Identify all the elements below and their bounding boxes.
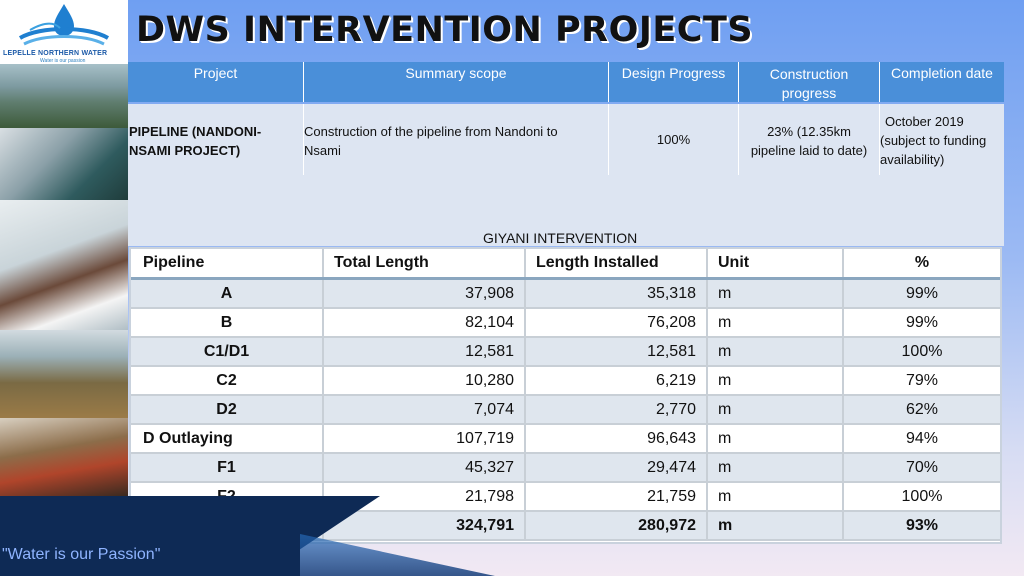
- cell-unit: m: [708, 425, 844, 452]
- row-construction: 23% (12.35km pipeline laid to date): [739, 104, 880, 175]
- table-row: B 82,104 76,208 m 99%: [131, 309, 1000, 338]
- row-completion-line3: availability): [880, 152, 945, 167]
- table-row: D2 7,074 2,770 m 62%: [131, 396, 1000, 425]
- cell-pct: 70%: [905, 458, 939, 476]
- row-construction-line1: 23% (12.35km: [767, 124, 851, 139]
- footer-slogan: "Water is our Passion": [2, 546, 161, 563]
- cell-unit: m: [708, 367, 844, 394]
- cell-total: 12,581: [324, 338, 526, 365]
- cell-installed: 2,770: [526, 396, 708, 423]
- cell-pipeline: D2: [131, 396, 324, 423]
- logo-name: LEPELLE NORTHERN WATER: [3, 50, 108, 57]
- col-total-header: Total Length: [324, 249, 526, 277]
- water-drop-logo-icon: [18, 4, 110, 46]
- col-unit-header: Unit: [708, 249, 844, 277]
- cell-pct: 99%: [905, 313, 939, 331]
- cell-installed: 35,318: [526, 280, 708, 307]
- col-pipeline-header: Pipeline: [131, 249, 324, 277]
- col-pct-header: %: [914, 254, 930, 271]
- footer-navy-block: [0, 496, 300, 576]
- row-completion-line1: October 2019: [885, 114, 964, 129]
- row-project: PIPELINE (NANDONI- NSAMI PROJECT): [128, 104, 304, 175]
- cell-unit: m: [708, 454, 844, 481]
- cell-pct: 99%: [905, 284, 939, 302]
- cell-unit: m: [708, 280, 844, 307]
- photo-laboratory: [0, 200, 128, 330]
- cell-total: 324,791: [324, 512, 526, 539]
- table-row: A 37,908 35,318 m 99%: [131, 280, 1000, 309]
- row-scope-line2: Nsami: [304, 143, 341, 158]
- cell-total: 21,798: [324, 483, 526, 510]
- cell-total: 10,280: [324, 367, 526, 394]
- photo-community-meeting: [0, 418, 128, 496]
- cell-unit: m: [708, 483, 844, 510]
- cell-total: 7,074: [324, 396, 526, 423]
- cell-pipeline: F1: [131, 454, 324, 481]
- header-project: Project: [128, 62, 304, 102]
- company-logo: LEPELLE NORTHERN WATER Water is our pass…: [0, 0, 128, 64]
- row-project-line2: NSAMI PROJECT): [129, 143, 241, 158]
- logo-tagline: Water is our passion: [40, 58, 86, 64]
- header-completion: Completion date: [880, 62, 1004, 102]
- giyani-table: Pipeline Total Length Length Installed U…: [129, 247, 1002, 544]
- cell-unit: m: [708, 512, 844, 539]
- row-scope-line1: Construction of the pipeline from Nandon…: [304, 124, 558, 139]
- row-design: 100%: [609, 104, 739, 175]
- photo-community-tap: [0, 330, 128, 418]
- page-title: DWS INTERVENTION PROJECTS: [136, 10, 754, 50]
- photo-dam: [0, 64, 128, 128]
- row-completion: October 2019 (subject to funding availab…: [880, 104, 1004, 175]
- table-row: C1/D1 12,581 12,581 m 100%: [131, 338, 1000, 367]
- cell-pipeline: A: [131, 280, 324, 307]
- header-construction-line1: Construction: [769, 66, 849, 82]
- cell-unit: m: [708, 309, 844, 336]
- table-row: D Outlaying 107,719 96,643 m 94%: [131, 425, 1000, 454]
- table-row: C2 10,280 6,219 m 79%: [131, 367, 1000, 396]
- cell-installed: 280,972: [526, 512, 708, 539]
- cell-pct: 62%: [905, 400, 939, 418]
- cell-total: 82,104: [324, 309, 526, 336]
- cell-unit: m: [708, 338, 844, 365]
- cell-total: 37,908: [324, 280, 526, 307]
- header-scope: Summary scope: [304, 62, 609, 102]
- cell-pct: 100%: [901, 487, 943, 505]
- footer-bar: [0, 496, 1024, 576]
- cell-pct: 100%: [901, 342, 943, 360]
- giyani-header-row: Pipeline Total Length Length Installed U…: [131, 249, 1000, 280]
- left-photo-strip: LEPELLE NORTHERN WATER Water is our pass…: [0, 0, 128, 496]
- cell-installed: 96,643: [526, 425, 708, 452]
- cell-pct: 93%: [905, 516, 939, 534]
- header-design: Design Progress: [609, 62, 739, 102]
- col-installed-header: Length Installed: [526, 249, 708, 277]
- table-row: F1 45,327 29,474 m 70%: [131, 454, 1000, 483]
- summary-table: Project Summary scope Design Progress Co…: [128, 62, 1004, 246]
- empty-row: [128, 175, 1004, 246]
- cell-pipeline: D Outlaying: [131, 425, 324, 452]
- cell-installed: 29,474: [526, 454, 708, 481]
- row-scope: Construction of the pipeline from Nandon…: [304, 104, 609, 175]
- cell-total: 107,719: [324, 425, 526, 452]
- cell-pct: 94%: [905, 429, 939, 447]
- cell-total: 45,327: [324, 454, 526, 481]
- cell-installed: 6,219: [526, 367, 708, 394]
- row-project-line1: PIPELINE (NANDONI-: [129, 124, 262, 139]
- cell-installed: 76,208: [526, 309, 708, 336]
- giyani-title: GIYANI INTERVENTION: [483, 230, 638, 246]
- cell-installed: 21,759: [526, 483, 708, 510]
- row-construction-line2: pipeline laid to date): [750, 143, 868, 158]
- header-construction-line2: progress: [781, 85, 837, 101]
- cell-unit: m: [708, 396, 844, 423]
- cell-pipeline: C1/D1: [131, 338, 324, 365]
- cell-pct: 79%: [905, 371, 939, 389]
- header-construction: Construction progress: [739, 62, 880, 102]
- row-completion-line2: (subject to funding: [880, 133, 987, 148]
- photo-pump-station: [0, 128, 128, 200]
- cell-installed: 12,581: [526, 338, 708, 365]
- cell-pipeline: C2: [131, 367, 324, 394]
- cell-pipeline: B: [131, 309, 324, 336]
